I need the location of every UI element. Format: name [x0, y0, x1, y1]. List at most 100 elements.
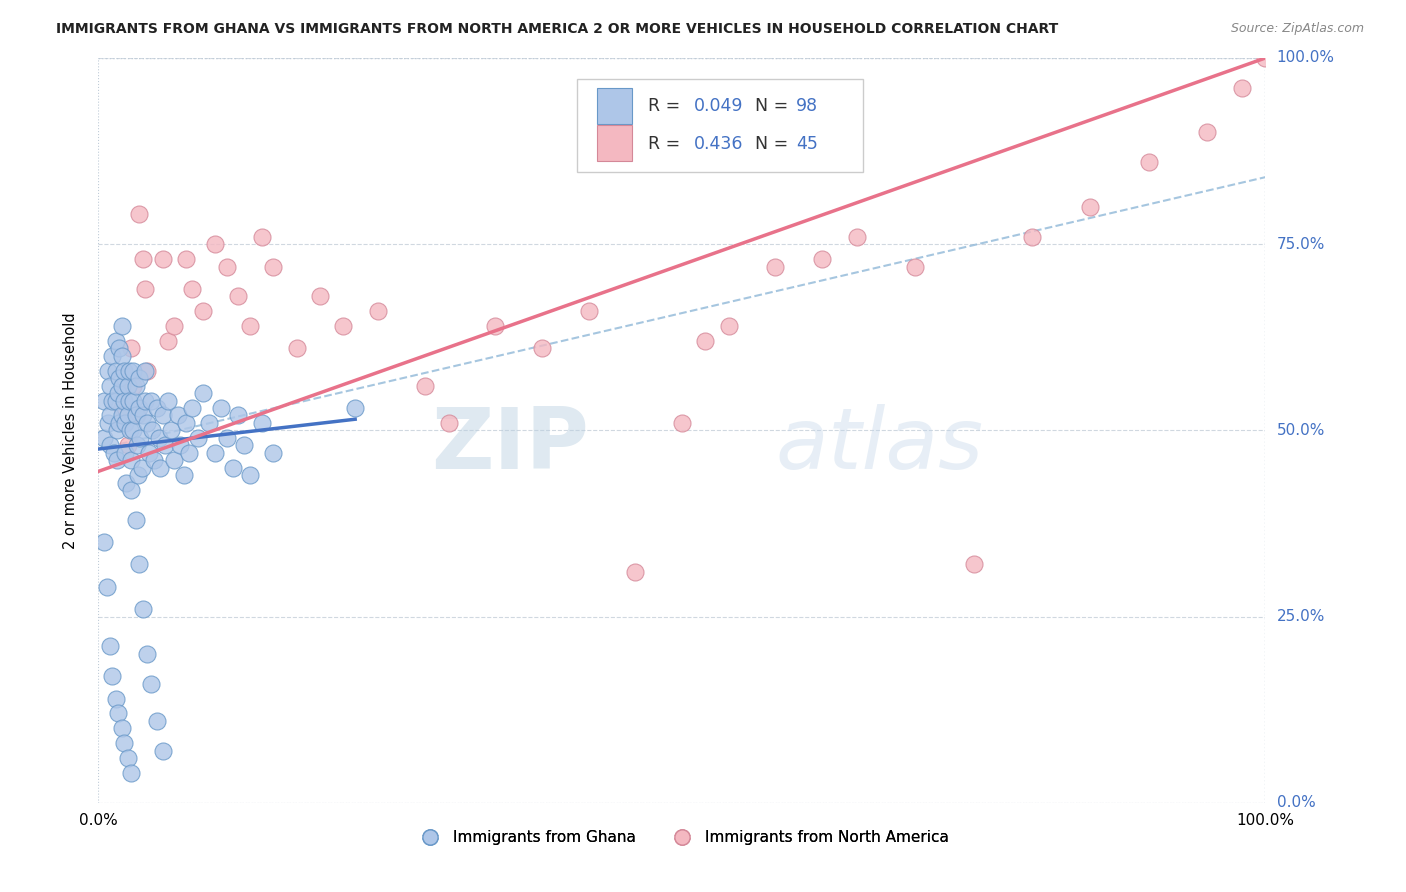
Point	[104, 364, 127, 378]
Point	[112, 364, 135, 378]
Point	[180, 401, 202, 415]
Point	[132, 409, 155, 423]
Point	[228, 289, 250, 303]
Point	[111, 378, 134, 392]
Point	[367, 304, 389, 318]
Text: 75.0%: 75.0%	[1277, 236, 1324, 252]
Point	[437, 416, 460, 430]
Point	[138, 446, 160, 460]
Point	[107, 386, 129, 401]
Point	[134, 282, 156, 296]
Y-axis label: 2 or more Vehicles in Household: 2 or more Vehicles in Household	[63, 312, 77, 549]
Point	[153, 438, 176, 452]
Point	[98, 640, 121, 654]
Point	[117, 378, 139, 392]
Point	[122, 423, 145, 437]
Point	[141, 423, 163, 437]
Point	[209, 401, 232, 415]
Point	[128, 371, 150, 385]
Point	[198, 416, 221, 430]
Point	[120, 342, 142, 356]
Point	[250, 229, 273, 244]
Point	[111, 721, 134, 735]
Point	[139, 393, 162, 408]
Point	[174, 252, 197, 266]
Point	[98, 438, 121, 452]
Point	[120, 483, 142, 497]
Point	[239, 319, 262, 334]
Point	[221, 460, 243, 475]
Point	[93, 535, 115, 549]
Point	[624, 565, 647, 579]
Text: 25.0%: 25.0%	[1277, 609, 1324, 624]
Point	[143, 453, 166, 467]
Point	[148, 431, 170, 445]
FancyBboxPatch shape	[576, 78, 863, 172]
Point	[125, 438, 148, 452]
Point	[344, 401, 367, 415]
Point	[96, 580, 118, 594]
Text: 45: 45	[796, 135, 818, 153]
Point	[204, 237, 226, 252]
Point	[157, 334, 180, 348]
Point	[204, 446, 226, 460]
Point	[136, 647, 159, 661]
Point	[1137, 155, 1160, 169]
Point	[163, 319, 186, 334]
Point	[122, 378, 145, 392]
Point	[193, 304, 215, 318]
Point	[112, 393, 135, 408]
Point	[104, 334, 127, 348]
Point	[105, 423, 128, 437]
Point	[129, 431, 152, 445]
Point	[122, 393, 145, 408]
Point	[108, 416, 131, 430]
Point	[118, 393, 141, 408]
Text: 0.436: 0.436	[693, 135, 744, 153]
Point	[530, 342, 553, 356]
Point	[127, 468, 149, 483]
Text: 98: 98	[796, 97, 818, 115]
Point	[904, 260, 927, 274]
Text: R =: R =	[648, 97, 686, 115]
Point	[128, 558, 150, 572]
Point	[117, 409, 139, 423]
Point	[717, 319, 740, 334]
Point	[285, 342, 308, 356]
Point	[111, 409, 134, 423]
Point	[114, 446, 136, 460]
Point	[215, 260, 238, 274]
Text: Source: ZipAtlas.com: Source: ZipAtlas.com	[1230, 22, 1364, 36]
Point	[228, 409, 250, 423]
Point	[117, 751, 139, 765]
Point	[101, 669, 124, 683]
Point	[262, 446, 284, 460]
Text: ZIP: ZIP	[430, 404, 589, 487]
Point	[115, 475, 138, 490]
Point	[97, 364, 120, 378]
Point	[250, 416, 273, 430]
Point	[846, 229, 869, 244]
Point	[93, 393, 115, 408]
Point	[152, 252, 174, 266]
Point	[239, 468, 262, 483]
Point	[111, 349, 134, 363]
Point	[332, 319, 354, 334]
Point	[179, 446, 201, 460]
Point	[107, 706, 129, 721]
Point	[134, 364, 156, 378]
Point	[1230, 80, 1253, 95]
Point	[173, 468, 195, 483]
Point	[105, 453, 128, 467]
Point	[104, 691, 127, 706]
Point	[136, 416, 159, 430]
Point	[187, 431, 209, 445]
Point	[262, 260, 284, 274]
Legend: Immigrants from Ghana, Immigrants from North America: Immigrants from Ghana, Immigrants from N…	[409, 824, 955, 851]
Point	[578, 304, 600, 318]
Point	[157, 393, 180, 408]
Point	[125, 409, 148, 423]
Point	[93, 431, 115, 445]
Point	[128, 401, 150, 415]
Text: 50.0%: 50.0%	[1277, 423, 1324, 438]
